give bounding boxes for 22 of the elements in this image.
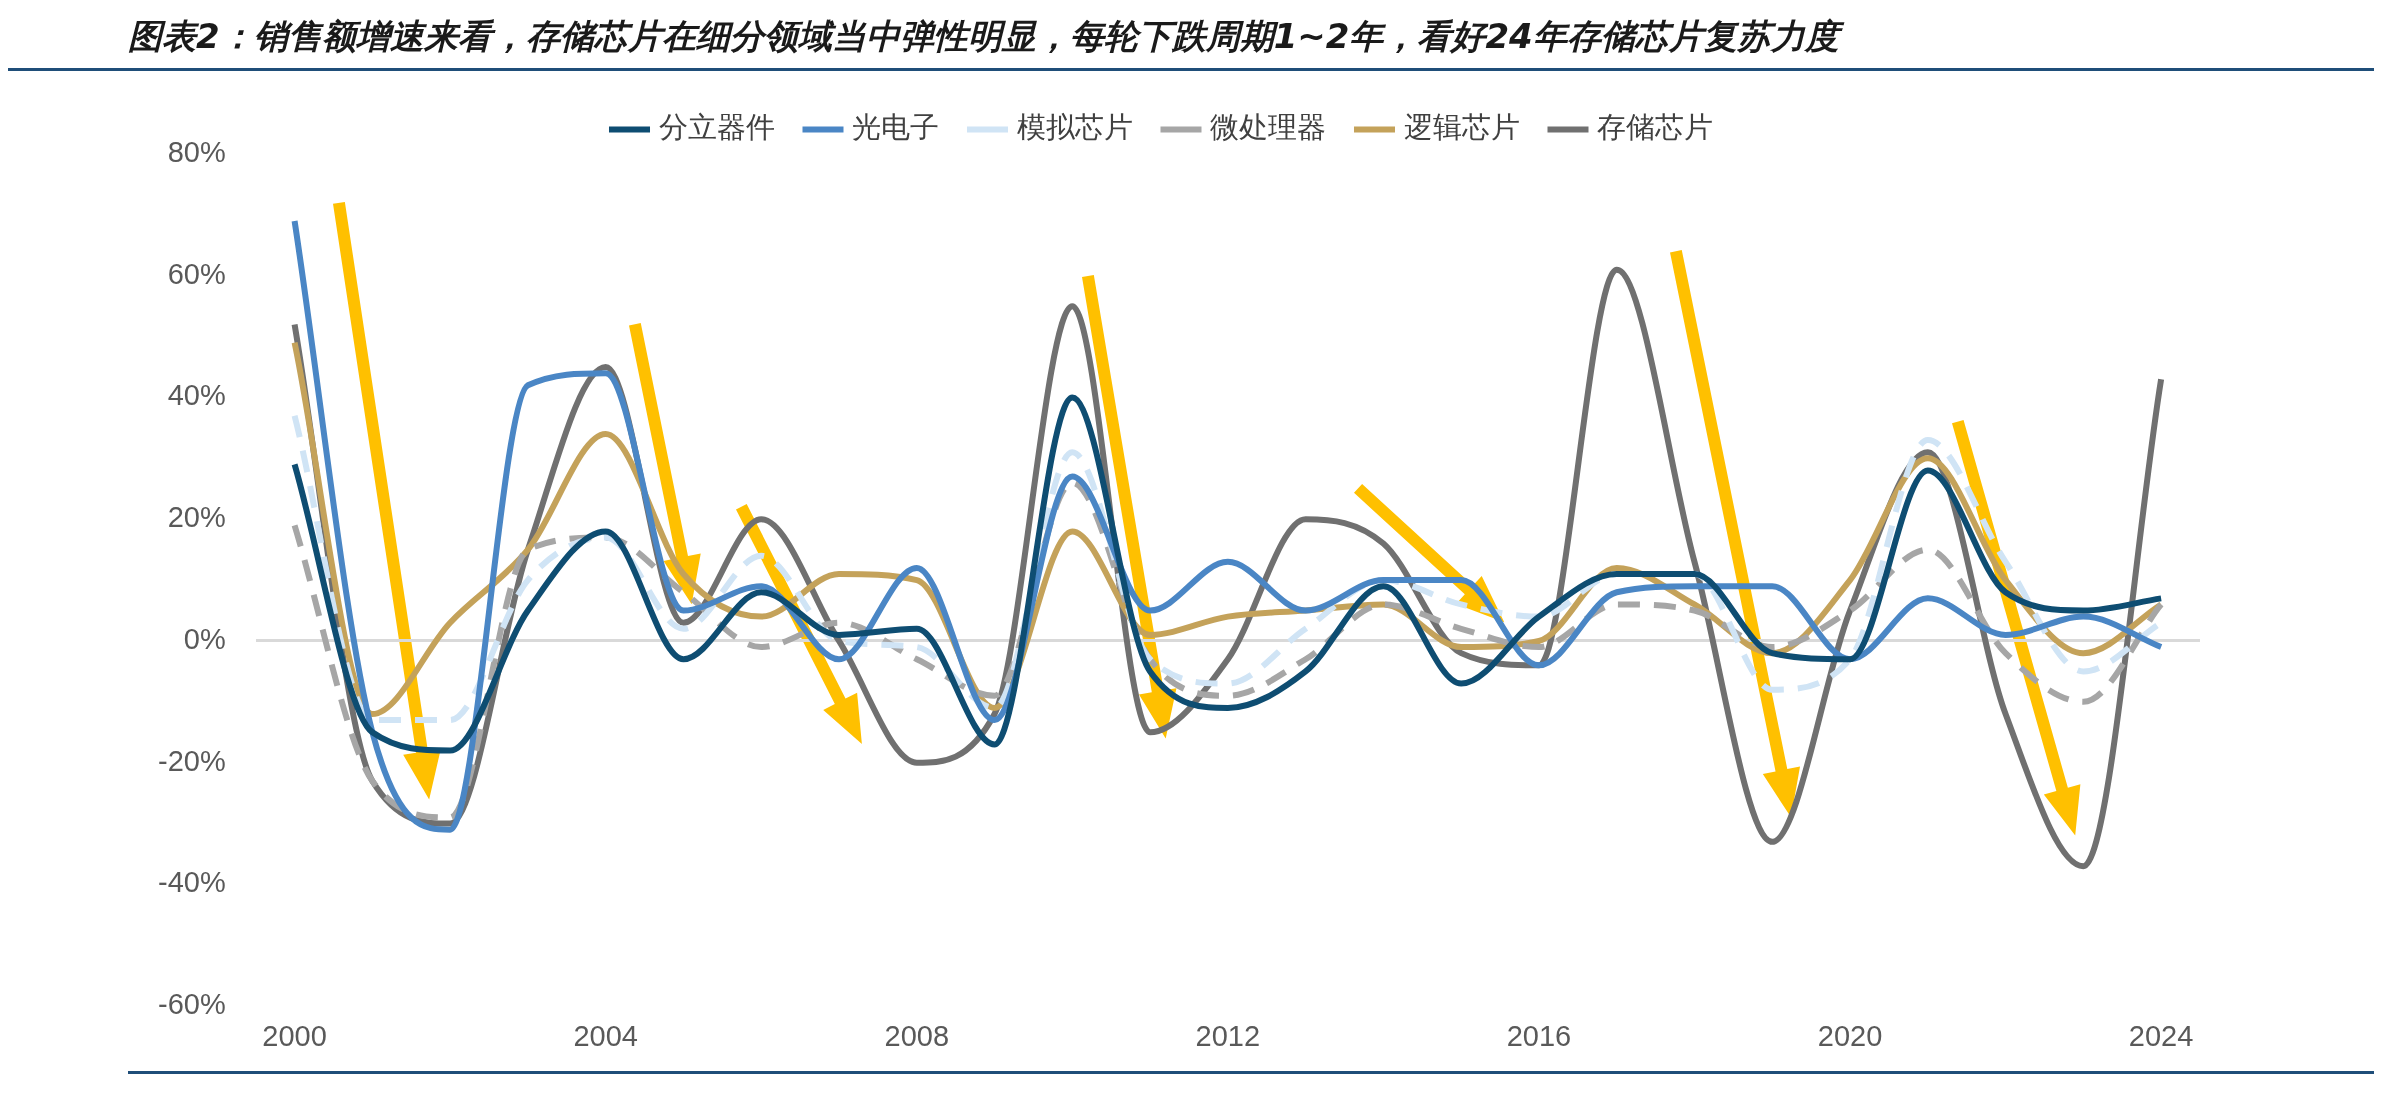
x-tick-label: 2000	[262, 1019, 327, 1052]
y-tick-label: 60%	[167, 257, 226, 290]
x-tick-label: 2020	[1817, 1019, 1883, 1052]
x-tick-label: 2004	[573, 1019, 638, 1052]
y-tick-label: 80%	[167, 136, 226, 168]
legend-label: 微处理器	[1210, 110, 1326, 145]
legend-label: 模拟芯片	[1016, 110, 1133, 145]
y-tick-label: 0%	[183, 622, 226, 655]
legend-label: 逻辑芯片	[1403, 110, 1520, 145]
x-tick-label: 2012	[1195, 1019, 1261, 1052]
x-tick-label: 2016	[1506, 1019, 1572, 1052]
y-tick-label: 20%	[167, 501, 226, 534]
x-tick-label: 2024	[2128, 1019, 2194, 1052]
y-tick-label: 40%	[167, 379, 226, 412]
y-tick-label: -60%	[158, 988, 226, 1021]
y-tick-label: -20%	[158, 744, 226, 777]
chart-title: 图表2：销售额增速来看，存储芯片在细分领域当中弹性明显，每轮下跌周期1~2年，看好24年存储芯片复苏力度	[8, 8, 2374, 71]
y-tick-label: -40%	[158, 866, 226, 899]
legend-label: 光电子	[852, 110, 939, 145]
legend-label: 存储芯片	[1597, 110, 1713, 145]
x-tick-label: 2008	[884, 1019, 950, 1052]
legend-label: 分立器件	[658, 110, 775, 145]
